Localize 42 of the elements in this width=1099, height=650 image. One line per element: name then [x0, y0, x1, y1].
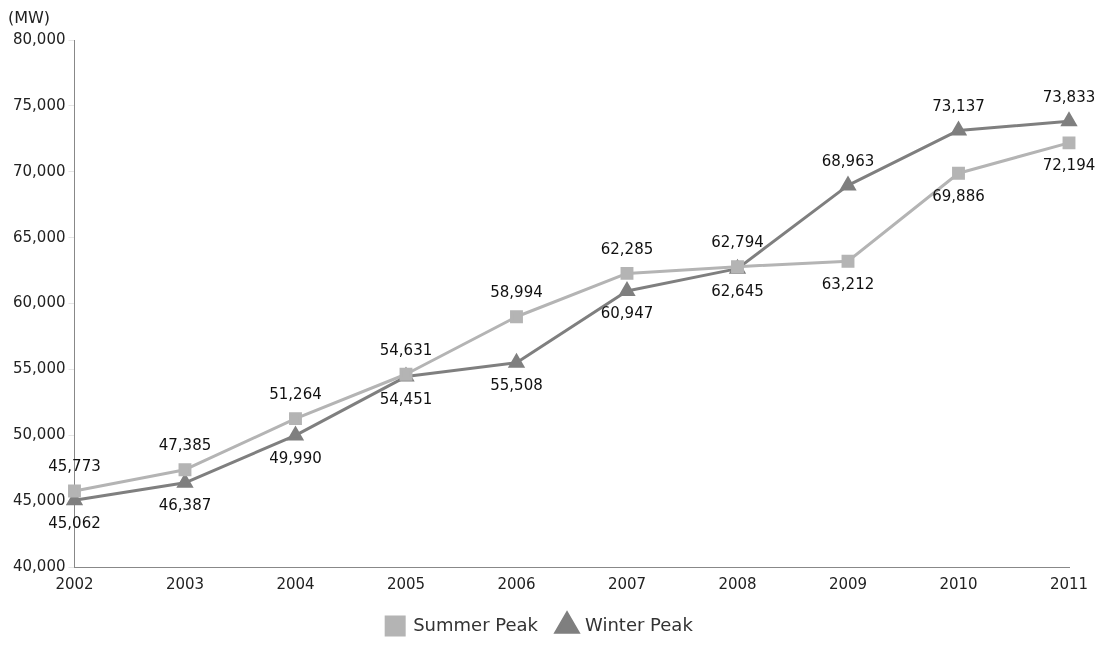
data-label: 58,994	[490, 283, 543, 302]
x-tick-label: 2008	[718, 574, 757, 593]
data-label: 54,451	[379, 390, 433, 408]
data-label: 47,385	[158, 436, 212, 455]
x-tick-label: 2009	[828, 574, 868, 593]
x-tick-label: 2003	[165, 574, 205, 593]
data-label: 51,264	[269, 384, 322, 403]
y-tick-label: 65,000	[12, 227, 66, 246]
data-label: 49,990	[269, 448, 322, 467]
x-tick-label: 2004	[276, 574, 315, 593]
data-label: 73,833	[1042, 87, 1096, 106]
y-tick-label: 60,000	[12, 293, 66, 312]
data-label: 72,194	[1042, 156, 1096, 175]
y-tick-label: 80,000	[12, 29, 66, 48]
data-label: 62,794	[711, 233, 764, 252]
x-tick-label: 2007	[607, 574, 647, 593]
x-tick-label: 2011	[1049, 574, 1089, 593]
y-tick-label: 50,000	[12, 425, 66, 444]
y-axis-title: (MW)	[8, 8, 51, 27]
data-label: 63,212	[821, 274, 875, 293]
x-tick-label: 2006	[497, 574, 536, 593]
x-tick-label: 2005	[386, 574, 426, 593]
data-label: 45,062	[48, 513, 101, 532]
legend-label: Winter Peak	[585, 613, 694, 635]
legend-label: Summer Peak	[413, 613, 539, 635]
y-tick-label: 45,000	[12, 491, 66, 510]
y-tick-label: 55,000	[12, 359, 66, 378]
y-tick-label: 70,000	[12, 161, 66, 180]
data-label: 46,387	[158, 496, 212, 515]
data-label: 62,645	[711, 282, 764, 301]
data-label: 73,137	[932, 96, 985, 115]
x-tick-label: 2002	[55, 574, 94, 593]
x-tick-label: 2010	[939, 574, 978, 593]
data-label: 62,285	[600, 239, 654, 258]
y-tick-label: 40,000	[12, 556, 66, 575]
data-label: 60,947	[600, 304, 654, 323]
data-label: 69,886	[932, 186, 985, 205]
data-label: 54,631	[379, 340, 433, 359]
data-label: 68,963	[821, 151, 875, 170]
data-label: 45,773	[48, 457, 101, 476]
data-label: 55,508	[490, 376, 543, 395]
y-tick-label: 75,000	[12, 95, 66, 114]
